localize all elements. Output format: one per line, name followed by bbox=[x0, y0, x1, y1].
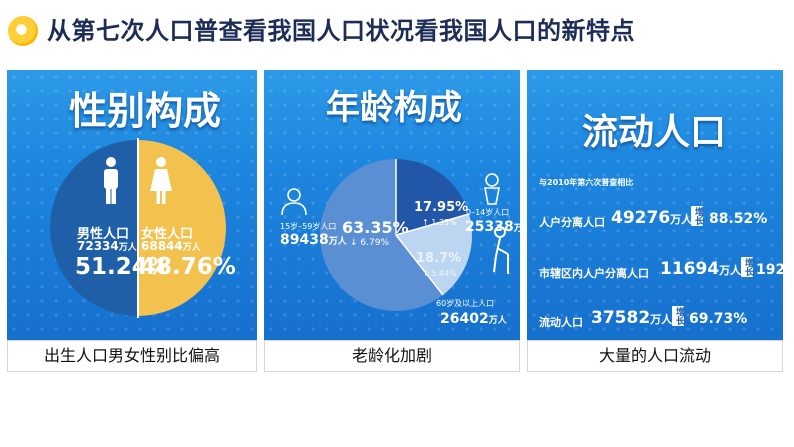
old-percent: 18.7% bbox=[416, 251, 462, 266]
old-change: ↑ 5.44% bbox=[422, 269, 457, 278]
young-label: 0–14岁人口 bbox=[466, 208, 510, 217]
migration-heading: 流动人口 bbox=[582, 112, 727, 153]
gender-pie bbox=[50, 138, 226, 318]
page-title: 从第七次人口普查看我国人口状况看我国人口的新特点 bbox=[47, 17, 635, 45]
row-1-count-line: 49276万人 bbox=[611, 208, 693, 228]
row-3-label: 流动人口 bbox=[539, 316, 583, 329]
mid-age-percent: 63.35% bbox=[342, 218, 409, 237]
female-count-line: 68844万人 bbox=[141, 239, 201, 253]
female-percent: 48.76% bbox=[140, 254, 236, 280]
young-count-line: 25338万人 bbox=[465, 219, 520, 235]
male-label: 男性人口 bbox=[77, 227, 130, 242]
old-label: 60岁及以上人口 bbox=[436, 299, 495, 308]
gender-heading: 性别构成 bbox=[69, 89, 222, 133]
gender-caption: 出生人口男女性别比偏高 bbox=[7, 340, 257, 372]
row-1-growth: 88.52% bbox=[709, 211, 768, 227]
male-percent: 51.24% bbox=[75, 254, 171, 280]
female-icon bbox=[150, 157, 172, 204]
young-change: ↑ 1.35% bbox=[422, 218, 457, 227]
female-label: 女性人口 bbox=[141, 227, 194, 242]
elderly-icon bbox=[493, 226, 509, 274]
title-bullet-icon bbox=[8, 16, 38, 46]
age-caption: 老龄化加剧 bbox=[264, 340, 520, 372]
mid-age-label: 15岁–59岁人口 bbox=[280, 222, 337, 231]
old-slice bbox=[396, 214, 473, 295]
mid-age-change: ↓ 6.79% bbox=[350, 238, 389, 248]
row-1-growth-tag: 增长 bbox=[691, 206, 703, 226]
young-percent: 17.95% bbox=[414, 200, 469, 215]
row-3-growth-tag: 增长 bbox=[672, 306, 684, 326]
age-pie bbox=[281, 159, 509, 311]
young-slice bbox=[396, 159, 469, 235]
age-heading: 年龄构成 bbox=[326, 88, 462, 128]
row-2-label: 市辖区内人户分离人口 bbox=[539, 267, 649, 280]
adult-icon bbox=[281, 188, 307, 216]
mid-age-count-line: 89438万人 bbox=[280, 232, 347, 248]
child-icon bbox=[484, 173, 500, 205]
migration-caption: 大量的人口流动 bbox=[527, 340, 783, 372]
male-count-line: 72334万人 bbox=[77, 239, 137, 253]
row-2-growth: 192.66% bbox=[756, 262, 783, 278]
row-2-count-line: 11694万人 bbox=[660, 259, 742, 279]
male-icon bbox=[104, 157, 118, 204]
migration-subtitle: 与2010年第六次普查相比 bbox=[539, 178, 634, 187]
row-1-label: 人户分离人口 bbox=[539, 216, 605, 229]
old-count-line: 26402万人 bbox=[440, 311, 507, 327]
row-3-count-line: 37582万人 bbox=[591, 308, 673, 328]
gender-panel: 性别构成 男性人口 72334万人 51.24% 女性人口 68844万人 48… bbox=[7, 70, 257, 340]
age-panel: 年龄构成 15岁–59岁人口 89438万人 63.35% ↓ 6.79% 17… bbox=[264, 70, 520, 340]
row-2-growth-tag: 增长 bbox=[741, 257, 753, 277]
migration-panel: 流动人口 与2010年第六次普查相比 人户分离人口 49276万人 增长 88.… bbox=[527, 70, 783, 340]
row-3-growth: 69.73% bbox=[689, 311, 748, 327]
